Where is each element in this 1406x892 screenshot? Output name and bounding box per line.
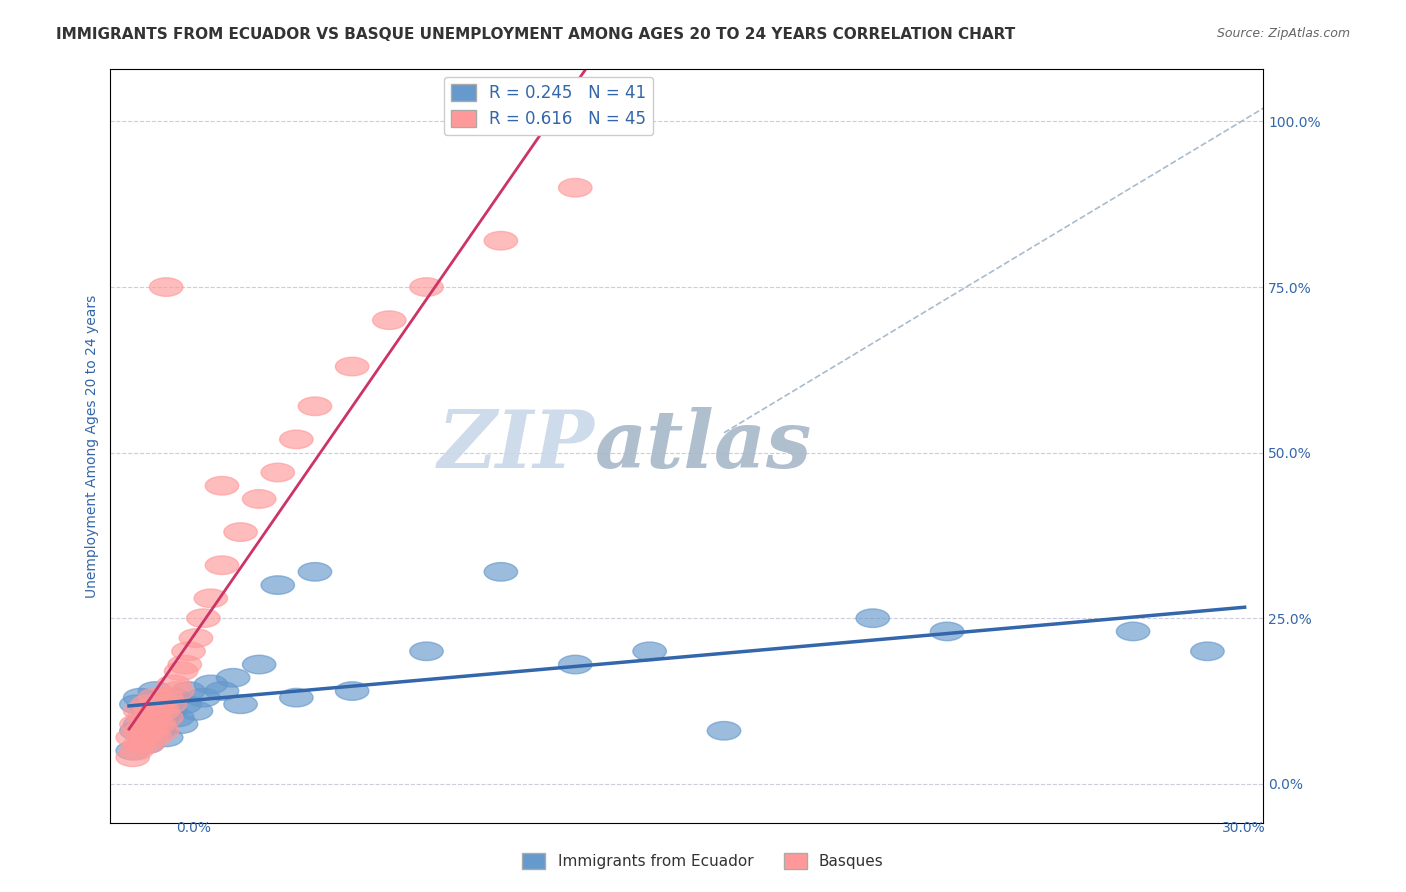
- Ellipse shape: [558, 656, 592, 673]
- Ellipse shape: [280, 689, 314, 707]
- Ellipse shape: [298, 563, 332, 581]
- Ellipse shape: [120, 714, 153, 733]
- Text: ZIP: ZIP: [437, 408, 595, 484]
- Ellipse shape: [131, 702, 165, 720]
- Ellipse shape: [115, 748, 149, 766]
- Ellipse shape: [707, 722, 741, 740]
- Ellipse shape: [131, 735, 165, 753]
- Ellipse shape: [149, 689, 183, 707]
- Ellipse shape: [124, 735, 157, 753]
- Ellipse shape: [149, 708, 183, 727]
- Ellipse shape: [153, 695, 187, 714]
- Ellipse shape: [262, 576, 294, 594]
- Ellipse shape: [373, 311, 406, 329]
- Ellipse shape: [115, 741, 149, 760]
- Ellipse shape: [298, 397, 332, 416]
- Ellipse shape: [205, 476, 239, 495]
- Ellipse shape: [142, 714, 176, 733]
- Ellipse shape: [217, 668, 250, 687]
- Ellipse shape: [179, 629, 212, 648]
- Ellipse shape: [146, 702, 179, 720]
- Ellipse shape: [120, 722, 153, 740]
- Ellipse shape: [187, 609, 221, 627]
- Ellipse shape: [135, 722, 169, 740]
- Ellipse shape: [142, 722, 176, 740]
- Ellipse shape: [157, 689, 190, 707]
- Ellipse shape: [149, 277, 183, 296]
- Ellipse shape: [149, 728, 183, 747]
- Text: 30.0%: 30.0%: [1222, 821, 1265, 835]
- Ellipse shape: [124, 714, 157, 733]
- Ellipse shape: [169, 695, 201, 714]
- Ellipse shape: [138, 708, 172, 727]
- Ellipse shape: [124, 702, 157, 720]
- Ellipse shape: [146, 722, 179, 740]
- Ellipse shape: [124, 722, 157, 740]
- Ellipse shape: [160, 681, 194, 700]
- Ellipse shape: [931, 622, 965, 640]
- Ellipse shape: [127, 728, 160, 747]
- Ellipse shape: [149, 695, 183, 714]
- Ellipse shape: [172, 681, 205, 700]
- Ellipse shape: [153, 702, 187, 720]
- Legend: R = 0.245   N = 41, R = 0.616   N = 45: R = 0.245 N = 41, R = 0.616 N = 45: [444, 77, 652, 135]
- Ellipse shape: [1191, 642, 1225, 661]
- Ellipse shape: [138, 681, 172, 700]
- Ellipse shape: [169, 656, 201, 673]
- Ellipse shape: [558, 178, 592, 197]
- Ellipse shape: [224, 523, 257, 541]
- Ellipse shape: [484, 231, 517, 250]
- Ellipse shape: [194, 675, 228, 694]
- Text: Source: ZipAtlas.com: Source: ZipAtlas.com: [1216, 27, 1350, 40]
- Ellipse shape: [131, 735, 165, 753]
- Ellipse shape: [179, 702, 212, 720]
- Ellipse shape: [409, 277, 443, 296]
- Ellipse shape: [409, 642, 443, 661]
- Ellipse shape: [336, 358, 368, 376]
- Ellipse shape: [157, 675, 190, 694]
- Ellipse shape: [165, 714, 198, 733]
- Ellipse shape: [262, 463, 294, 482]
- Ellipse shape: [336, 681, 368, 700]
- Text: 0.0%: 0.0%: [176, 821, 211, 835]
- Legend: Immigrants from Ecuador, Basques: Immigrants from Ecuador, Basques: [516, 847, 890, 875]
- Text: atlas: atlas: [595, 408, 811, 484]
- Ellipse shape: [160, 708, 194, 727]
- Ellipse shape: [135, 702, 169, 720]
- Ellipse shape: [138, 714, 172, 733]
- Ellipse shape: [127, 708, 160, 727]
- Text: IMMIGRANTS FROM ECUADOR VS BASQUE UNEMPLOYMENT AMONG AGES 20 TO 24 YEARS CORRELA: IMMIGRANTS FROM ECUADOR VS BASQUE UNEMPL…: [56, 27, 1015, 42]
- Ellipse shape: [194, 589, 228, 607]
- Ellipse shape: [224, 695, 257, 714]
- Ellipse shape: [633, 642, 666, 661]
- Y-axis label: Unemployment Among Ages 20 to 24 years: Unemployment Among Ages 20 to 24 years: [86, 294, 100, 598]
- Ellipse shape: [135, 708, 169, 727]
- Ellipse shape: [205, 681, 239, 700]
- Ellipse shape: [172, 642, 205, 661]
- Ellipse shape: [115, 728, 149, 747]
- Ellipse shape: [142, 695, 176, 714]
- Ellipse shape: [131, 695, 165, 714]
- Ellipse shape: [242, 656, 276, 673]
- Ellipse shape: [138, 689, 172, 707]
- Ellipse shape: [280, 430, 314, 449]
- Ellipse shape: [131, 714, 165, 733]
- Ellipse shape: [484, 563, 517, 581]
- Ellipse shape: [242, 490, 276, 508]
- Ellipse shape: [127, 728, 160, 747]
- Ellipse shape: [205, 556, 239, 574]
- Ellipse shape: [146, 708, 179, 727]
- Ellipse shape: [120, 695, 153, 714]
- Ellipse shape: [138, 728, 172, 747]
- Ellipse shape: [856, 609, 890, 627]
- Ellipse shape: [124, 689, 157, 707]
- Ellipse shape: [1116, 622, 1150, 640]
- Ellipse shape: [120, 741, 153, 760]
- Ellipse shape: [187, 689, 221, 707]
- Ellipse shape: [165, 662, 198, 681]
